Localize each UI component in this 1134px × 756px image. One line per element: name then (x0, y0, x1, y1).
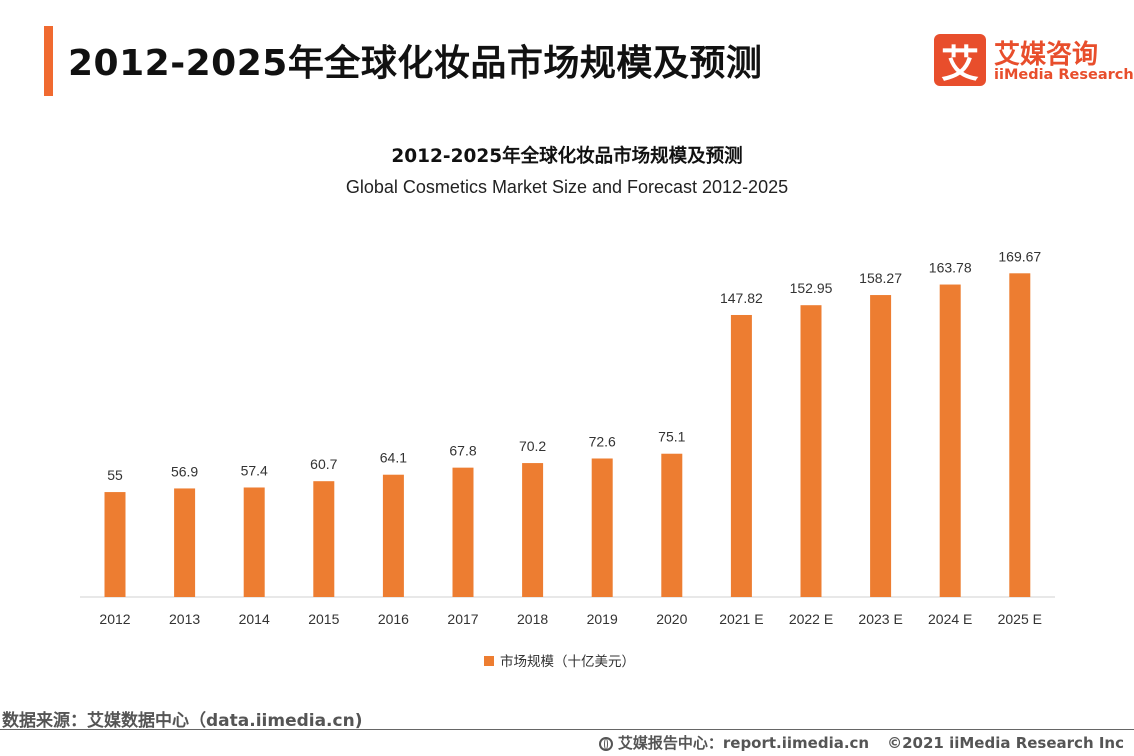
value-label-2022-e: 152.95 (790, 280, 833, 296)
bar-2012 (104, 492, 126, 597)
value-label-2020: 75.1 (658, 429, 685, 445)
value-label-2016: 64.1 (380, 450, 407, 466)
legend-label: 市场规模（十亿美元） (500, 654, 635, 670)
globe-icon (598, 737, 613, 751)
logo-mark-icon: 艾 (934, 34, 986, 86)
bar-2016 (382, 474, 404, 597)
x-tick-2018: 2018 (517, 611, 548, 627)
chart-title: 2012-2025年全球化妆品市场规模及预测 (391, 146, 743, 167)
legend-swatch (484, 656, 494, 666)
value-label-2024-e: 163.78 (929, 260, 972, 276)
x-tick-2016: 2016 (378, 611, 409, 627)
accent-bar (44, 26, 53, 96)
value-label-2025-e: 169.67 (998, 248, 1041, 264)
value-label-group: 55 56.9 57.4 60.7 64.1 67.8 70.2 72.6 75.1 147.82… (107, 248, 1041, 483)
bar-2023-e (870, 295, 892, 597)
x-tick-2017: 2017 (447, 611, 478, 627)
data-source: 数据来源：艾媒数据中心（data.iimedia.cn) (2, 711, 363, 731)
value-label-2019: 72.6 (589, 433, 616, 449)
bar-2014 (243, 487, 265, 597)
value-label-2018: 70.2 (519, 438, 546, 454)
bar-2017 (452, 467, 474, 597)
x-tick-2013: 2013 (169, 611, 200, 627)
iimedia-logo: 艾 艾媒咨询 iiMedia Research (932, 34, 1134, 88)
tick-label-group: 2012 2013 2014 2015 2016 2017 2018 2019 2020 2021… (99, 611, 1042, 627)
x-tick-2012: 2012 (99, 611, 130, 627)
bar-2021-e (730, 314, 752, 597)
bar-2015 (313, 481, 335, 597)
bar-2022-e (800, 305, 822, 597)
x-tick-2020: 2020 (656, 611, 687, 627)
footer-credits: 艾媒报告中心：report.iimedia.cn ©2021 iiMedia Re… (598, 732, 1124, 753)
bar-2020 (661, 453, 683, 597)
value-label-2013: 56.9 (171, 463, 198, 479)
value-label-2012: 55 (107, 467, 123, 483)
bar-group (104, 273, 1031, 597)
bar-2024-e (939, 284, 961, 597)
x-tick-2023-e: 2023 E (858, 611, 902, 627)
report-center: 艾媒报告中心：report.iimedia.cn (617, 734, 870, 752)
x-tick-2019: 2019 (587, 611, 618, 627)
value-label-2023-e: 158.27 (859, 270, 902, 286)
x-tick-2025-e: 2025 E (998, 611, 1042, 627)
bar-2018 (522, 463, 544, 597)
x-tick-2015: 2015 (308, 611, 339, 627)
bar-2025-e (1009, 273, 1031, 597)
bar-2013 (174, 488, 196, 597)
logo-text-cn: 艾媒咨询 (994, 40, 1099, 70)
page-title: 2012-2025年全球化妆品市场规模及预测 (68, 43, 763, 84)
x-tick-2024-e: 2024 E (928, 611, 972, 627)
legend: 市场规模（十亿美元） (484, 650, 635, 670)
value-label-2017: 67.8 (449, 443, 476, 459)
chart-subtitle: Global Cosmetics Market Size and Forecas… (345, 177, 789, 197)
bar-2019 (591, 458, 613, 597)
footer-divider (0, 729, 1134, 730)
logo-text-en: iiMedia Research (994, 67, 1134, 83)
copyright: ©2021 iiMedia Research Inc (887, 734, 1124, 752)
value-label-2015: 60.7 (310, 456, 337, 472)
x-tick-2022-e: 2022 E (789, 611, 833, 627)
x-tick-2014: 2014 (239, 611, 270, 627)
x-tick-2021-e: 2021 E (719, 611, 763, 627)
value-label-2021-e: 147.82 (720, 290, 763, 306)
value-label-2014: 57.4 (241, 462, 268, 478)
